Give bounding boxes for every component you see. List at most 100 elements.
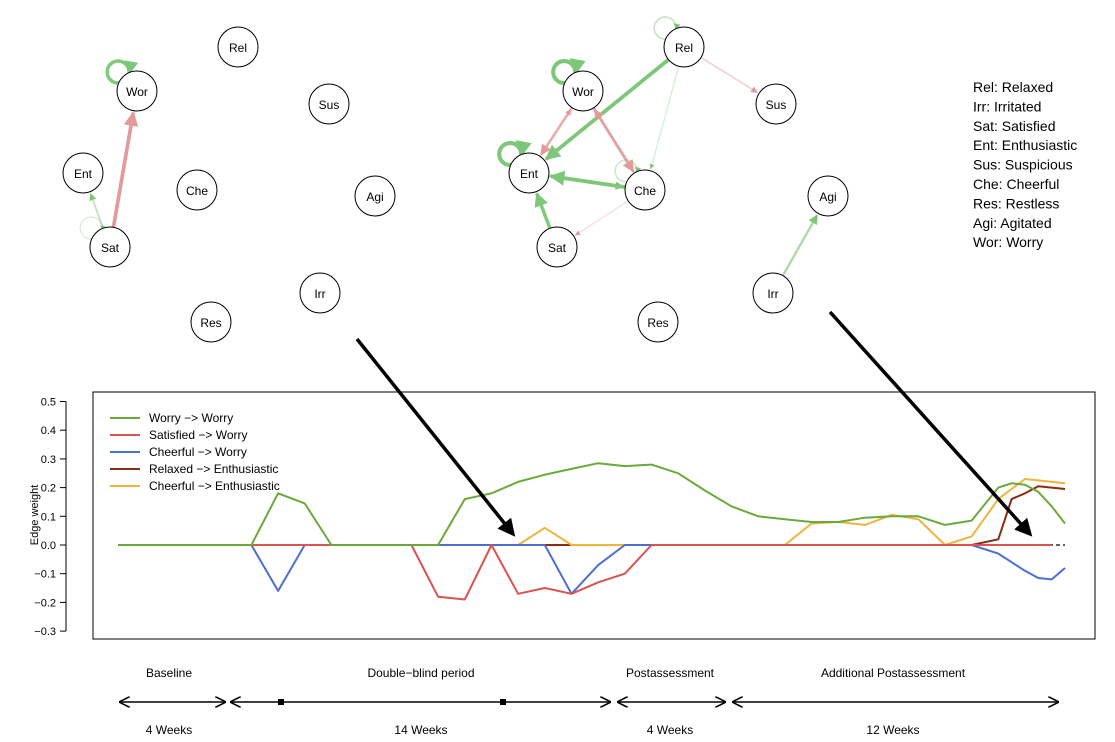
node-sus: Sus [308, 83, 350, 125]
node-label: Ent [74, 167, 93, 181]
self-loop-edge [79, 216, 106, 240]
node-agi: Agi [354, 175, 396, 217]
node-irr: Irr [299, 272, 341, 314]
node-legend-item: Sus: Suspicious [973, 157, 1073, 173]
networks-group: Rel Wor Sus Ent Che Agi Sat Irr Res Rel Wor Sus Ent C… [62, 16, 849, 343]
phase-duration: 12 Weeks [866, 723, 919, 737]
node-circle [190, 301, 232, 343]
node-label: Sat [548, 241, 567, 255]
node-circle [299, 272, 341, 314]
node-legend: Rel: Relaxed Irr: Irritated Sat: Satisfied… [973, 79, 1077, 250]
node-circle [562, 70, 604, 112]
node-label: Ent [520, 167, 539, 181]
node-circle [116, 70, 158, 112]
node-sat: Sat [89, 226, 131, 268]
self-loop-edge [497, 140, 532, 168]
node-label: Sat [101, 241, 120, 255]
node-circle [807, 175, 849, 217]
node-legend-item: Wor: Worry [973, 234, 1043, 250]
y-tick-label: 0.3 [41, 454, 56, 466]
node-label: Agi [366, 190, 383, 204]
y-tick-label: 0.0 [41, 540, 56, 552]
self-loop-edge [614, 159, 642, 183]
node-label: Irr [314, 287, 325, 301]
node-label: Res [647, 316, 668, 330]
pointer-arrow [828, 310, 1033, 537]
node-label: Sus [319, 98, 340, 112]
y-tick-label: −0.2 [34, 597, 56, 609]
node-label: Che [634, 184, 656, 198]
node-sus: Sus [755, 83, 797, 125]
pointer-arrows [355, 310, 1033, 537]
node-rel: Rel [217, 26, 259, 68]
series-line-cheerful-worry [118, 544, 1066, 595]
phase-title: Double−blind period [367, 666, 474, 680]
phase-duration: 14 Weeks [394, 723, 447, 737]
network-panel: Rel Wor Sus Ent Che Agi Sat Irr Res [62, 26, 396, 343]
study-timeline: Baseline 4 Weeks Double−blind period 14 Wee… [120, 666, 1058, 737]
legend-label: Relaxed −> Enthusiastic [149, 462, 278, 476]
node-circle [217, 26, 259, 68]
phase-title: Additional Postassessment [821, 666, 966, 680]
self-loop-edge [653, 16, 681, 40]
node-legend-item: Agi: Agitated [973, 215, 1052, 231]
y-axis-label: Edge weight [29, 485, 41, 546]
y-tick-label: −0.1 [34, 569, 56, 581]
phase-duration: 4 Weeks [647, 723, 693, 737]
y-tick-label: 0.2 [41, 483, 56, 495]
edge-weight-chart: −0.3 −0.2 −0.1 0.0 0.1 0.2 0.3 0.4 0.5 Edge weig… [29, 391, 1096, 640]
y-tick-label: 0.4 [41, 425, 56, 437]
network-edge [534, 192, 552, 229]
node-circle [624, 169, 666, 211]
node-rel: Rel [663, 26, 705, 68]
legend-label: Cheerful −> Enthusiastic [149, 479, 280, 493]
node-circle [755, 83, 797, 125]
network-edge [700, 56, 758, 94]
node-label: Sus [766, 98, 787, 112]
node-circle [536, 226, 578, 268]
phase-title: Baseline [146, 666, 192, 680]
node-legend-item: Che: Cheerful [973, 176, 1059, 192]
node-legend-item: Sat: Satisfied [973, 118, 1056, 134]
node-circle [752, 272, 794, 314]
phase-3: Postassessment 4 Weeks [618, 666, 725, 737]
network-edge [539, 108, 572, 157]
phase-4: Additional Postassessment 12 Weeks [733, 666, 1058, 737]
node-agi: Agi [807, 175, 849, 217]
node-label: Che [186, 184, 208, 198]
node-che: Che [624, 169, 666, 211]
legend-label: Worry −> Worry [149, 411, 233, 425]
chart-legend: Worry −> Worry Satisfied −> Worry Cheerful… [110, 411, 280, 493]
node-legend-item: Res: Restless [973, 195, 1059, 211]
node-legend-item: Irr: Irritated [973, 98, 1041, 114]
node-label: Rel [229, 41, 247, 55]
series-line-satisfied-worry [118, 544, 1052, 601]
legend-label: Cheerful −> Worry [149, 445, 247, 459]
series-line-worry-worry [118, 462, 1066, 546]
node-circle [637, 301, 679, 343]
y-axis: −0.3 −0.2 −0.1 0.0 0.1 0.2 0.3 0.4 0.5 [34, 397, 67, 638]
series-line-relaxed-enthusiastic [118, 485, 1066, 546]
network-panel: Agi Irr [752, 175, 849, 314]
network-edge [575, 200, 629, 236]
node-circle [176, 169, 218, 211]
network-edge [89, 192, 105, 229]
self-loop-edge [551, 58, 586, 86]
node-circle [62, 152, 104, 194]
phase-title: Postassessment [626, 666, 715, 680]
node-wor: Wor [116, 70, 158, 112]
network-edge [111, 111, 139, 228]
node-sat: Sat [536, 226, 578, 268]
node-label: Irr [767, 287, 778, 301]
node-ent: Ent [508, 152, 550, 194]
pointer-arrow [355, 337, 516, 537]
node-label: Agi [819, 190, 836, 204]
node-circle [89, 226, 131, 268]
timeline-marker [500, 699, 506, 705]
network-panel: Rel Wor Sus Ent Che Sat Res [497, 16, 797, 343]
phase-duration: 4 Weeks [146, 723, 192, 737]
node-label: Res [200, 316, 221, 330]
node-label: Wor [572, 85, 594, 99]
series-group [118, 462, 1066, 601]
